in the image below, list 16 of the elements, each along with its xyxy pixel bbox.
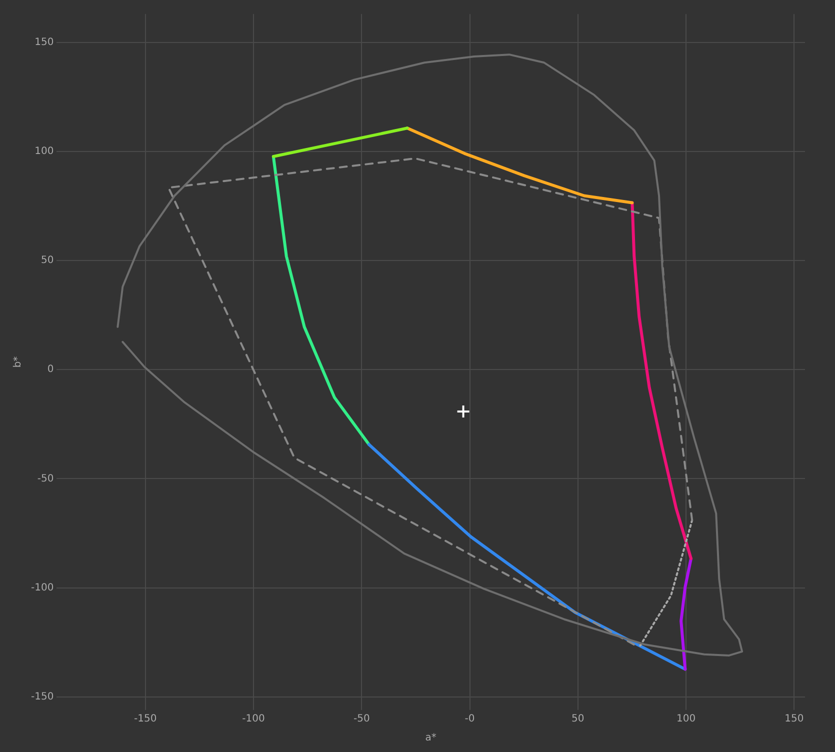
x-tick-label: -0 bbox=[464, 714, 475, 725]
x-axis-title: a* bbox=[425, 732, 436, 744]
x-tick-label: 100 bbox=[676, 714, 696, 725]
y-axis-title: b* bbox=[12, 356, 24, 368]
y-tick-label: 100 bbox=[34, 146, 54, 158]
x-tick-label: 150 bbox=[784, 714, 804, 725]
y-tick-label: -100 bbox=[30, 582, 54, 594]
y-tick-label: -50 bbox=[37, 473, 54, 484]
y-tick-label: 50 bbox=[40, 255, 54, 266]
x-tick-label: -100 bbox=[242, 714, 265, 725]
x-tick-label: -50 bbox=[353, 714, 370, 725]
x-tick-label: 50 bbox=[572, 714, 584, 725]
x-tick-label: -150 bbox=[134, 714, 157, 725]
y-tick-label: -150 bbox=[30, 692, 54, 703]
y-tick-label: 0 bbox=[47, 364, 54, 376]
y-tick-label: 150 bbox=[34, 36, 54, 48]
